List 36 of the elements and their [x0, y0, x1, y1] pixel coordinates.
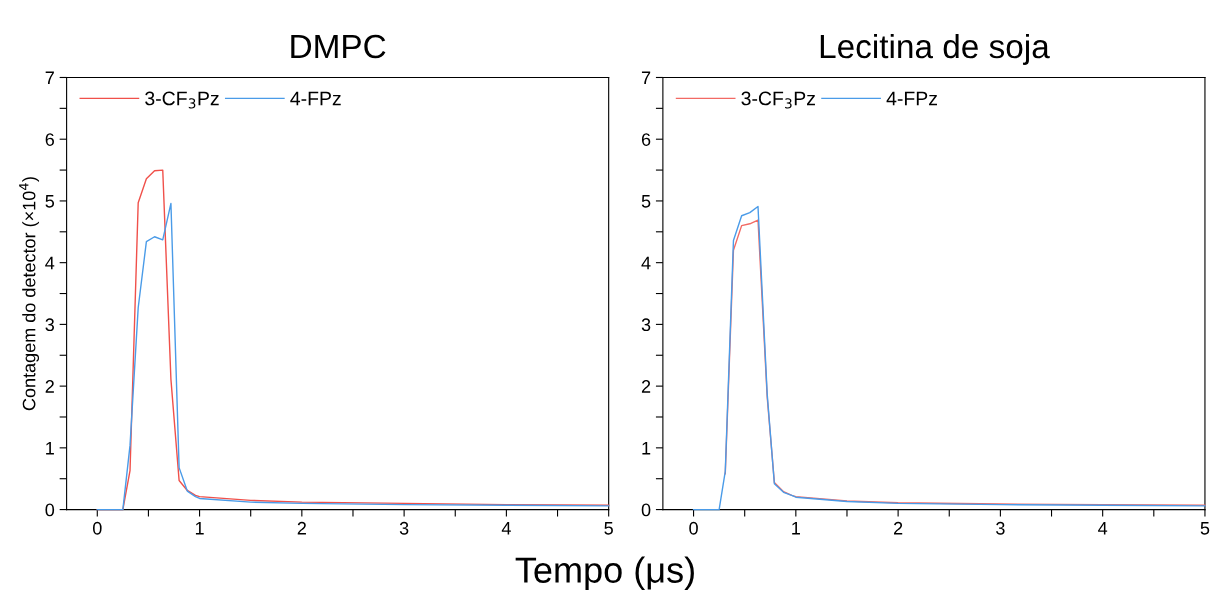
y-axis-title: Contagem do detector (×10$^{4}$): [19, 177, 40, 411]
y-tick-label: 1: [46, 441, 54, 455]
y-tick-label: 3: [641, 318, 651, 332]
y-tick-label: 1: [642, 441, 651, 455]
x-tick-label: 4: [1098, 522, 1108, 535]
x-tick-label: 1: [195, 522, 204, 535]
y-tick-label: 3: [45, 318, 55, 332]
y-tick-label: 7: [641, 71, 651, 85]
legend-label: 3-CF$_{3}$Pz: [145, 91, 219, 109]
legend-label: 4-FPz: [886, 91, 937, 106]
legend-label: 3-CF$_{3}$Pz: [741, 91, 815, 109]
y-tick-label: 7: [45, 71, 54, 85]
y-tick-label: 5: [45, 195, 55, 208]
y-tick-label: 0: [45, 503, 55, 517]
chart-title: Lecitina de soja: [820, 33, 1050, 65]
x-tick-label: 0: [689, 521, 698, 535]
x-axis-title: Tempo (μs): [515, 556, 694, 591]
x-tick-label: 2: [894, 521, 903, 535]
x-tick-label: 1: [792, 522, 800, 535]
x-tick-label: 5: [1200, 522, 1210, 535]
x-tick-label: 3: [399, 521, 409, 535]
x-tick-label: 5: [604, 522, 613, 535]
x-tick-label: 0: [92, 521, 102, 535]
x-tick-label: 3: [996, 521, 1005, 535]
y-tick-label: 2: [641, 380, 651, 393]
chart-title: DMPC: [291, 34, 386, 59]
x-tick-label: 2: [297, 521, 306, 535]
y-tick-label: 4: [45, 256, 55, 270]
y-tick-label: 0: [641, 503, 651, 517]
y-tick-label: 6: [641, 133, 651, 146]
x-tick-label: 4: [501, 522, 511, 535]
y-tick-label: 6: [45, 133, 55, 146]
legend-label: 4-FPz: [290, 91, 341, 106]
y-tick-label: 2: [45, 380, 54, 393]
y-tick-label: 5: [641, 195, 651, 208]
y-tick-label: 4: [641, 256, 651, 270]
